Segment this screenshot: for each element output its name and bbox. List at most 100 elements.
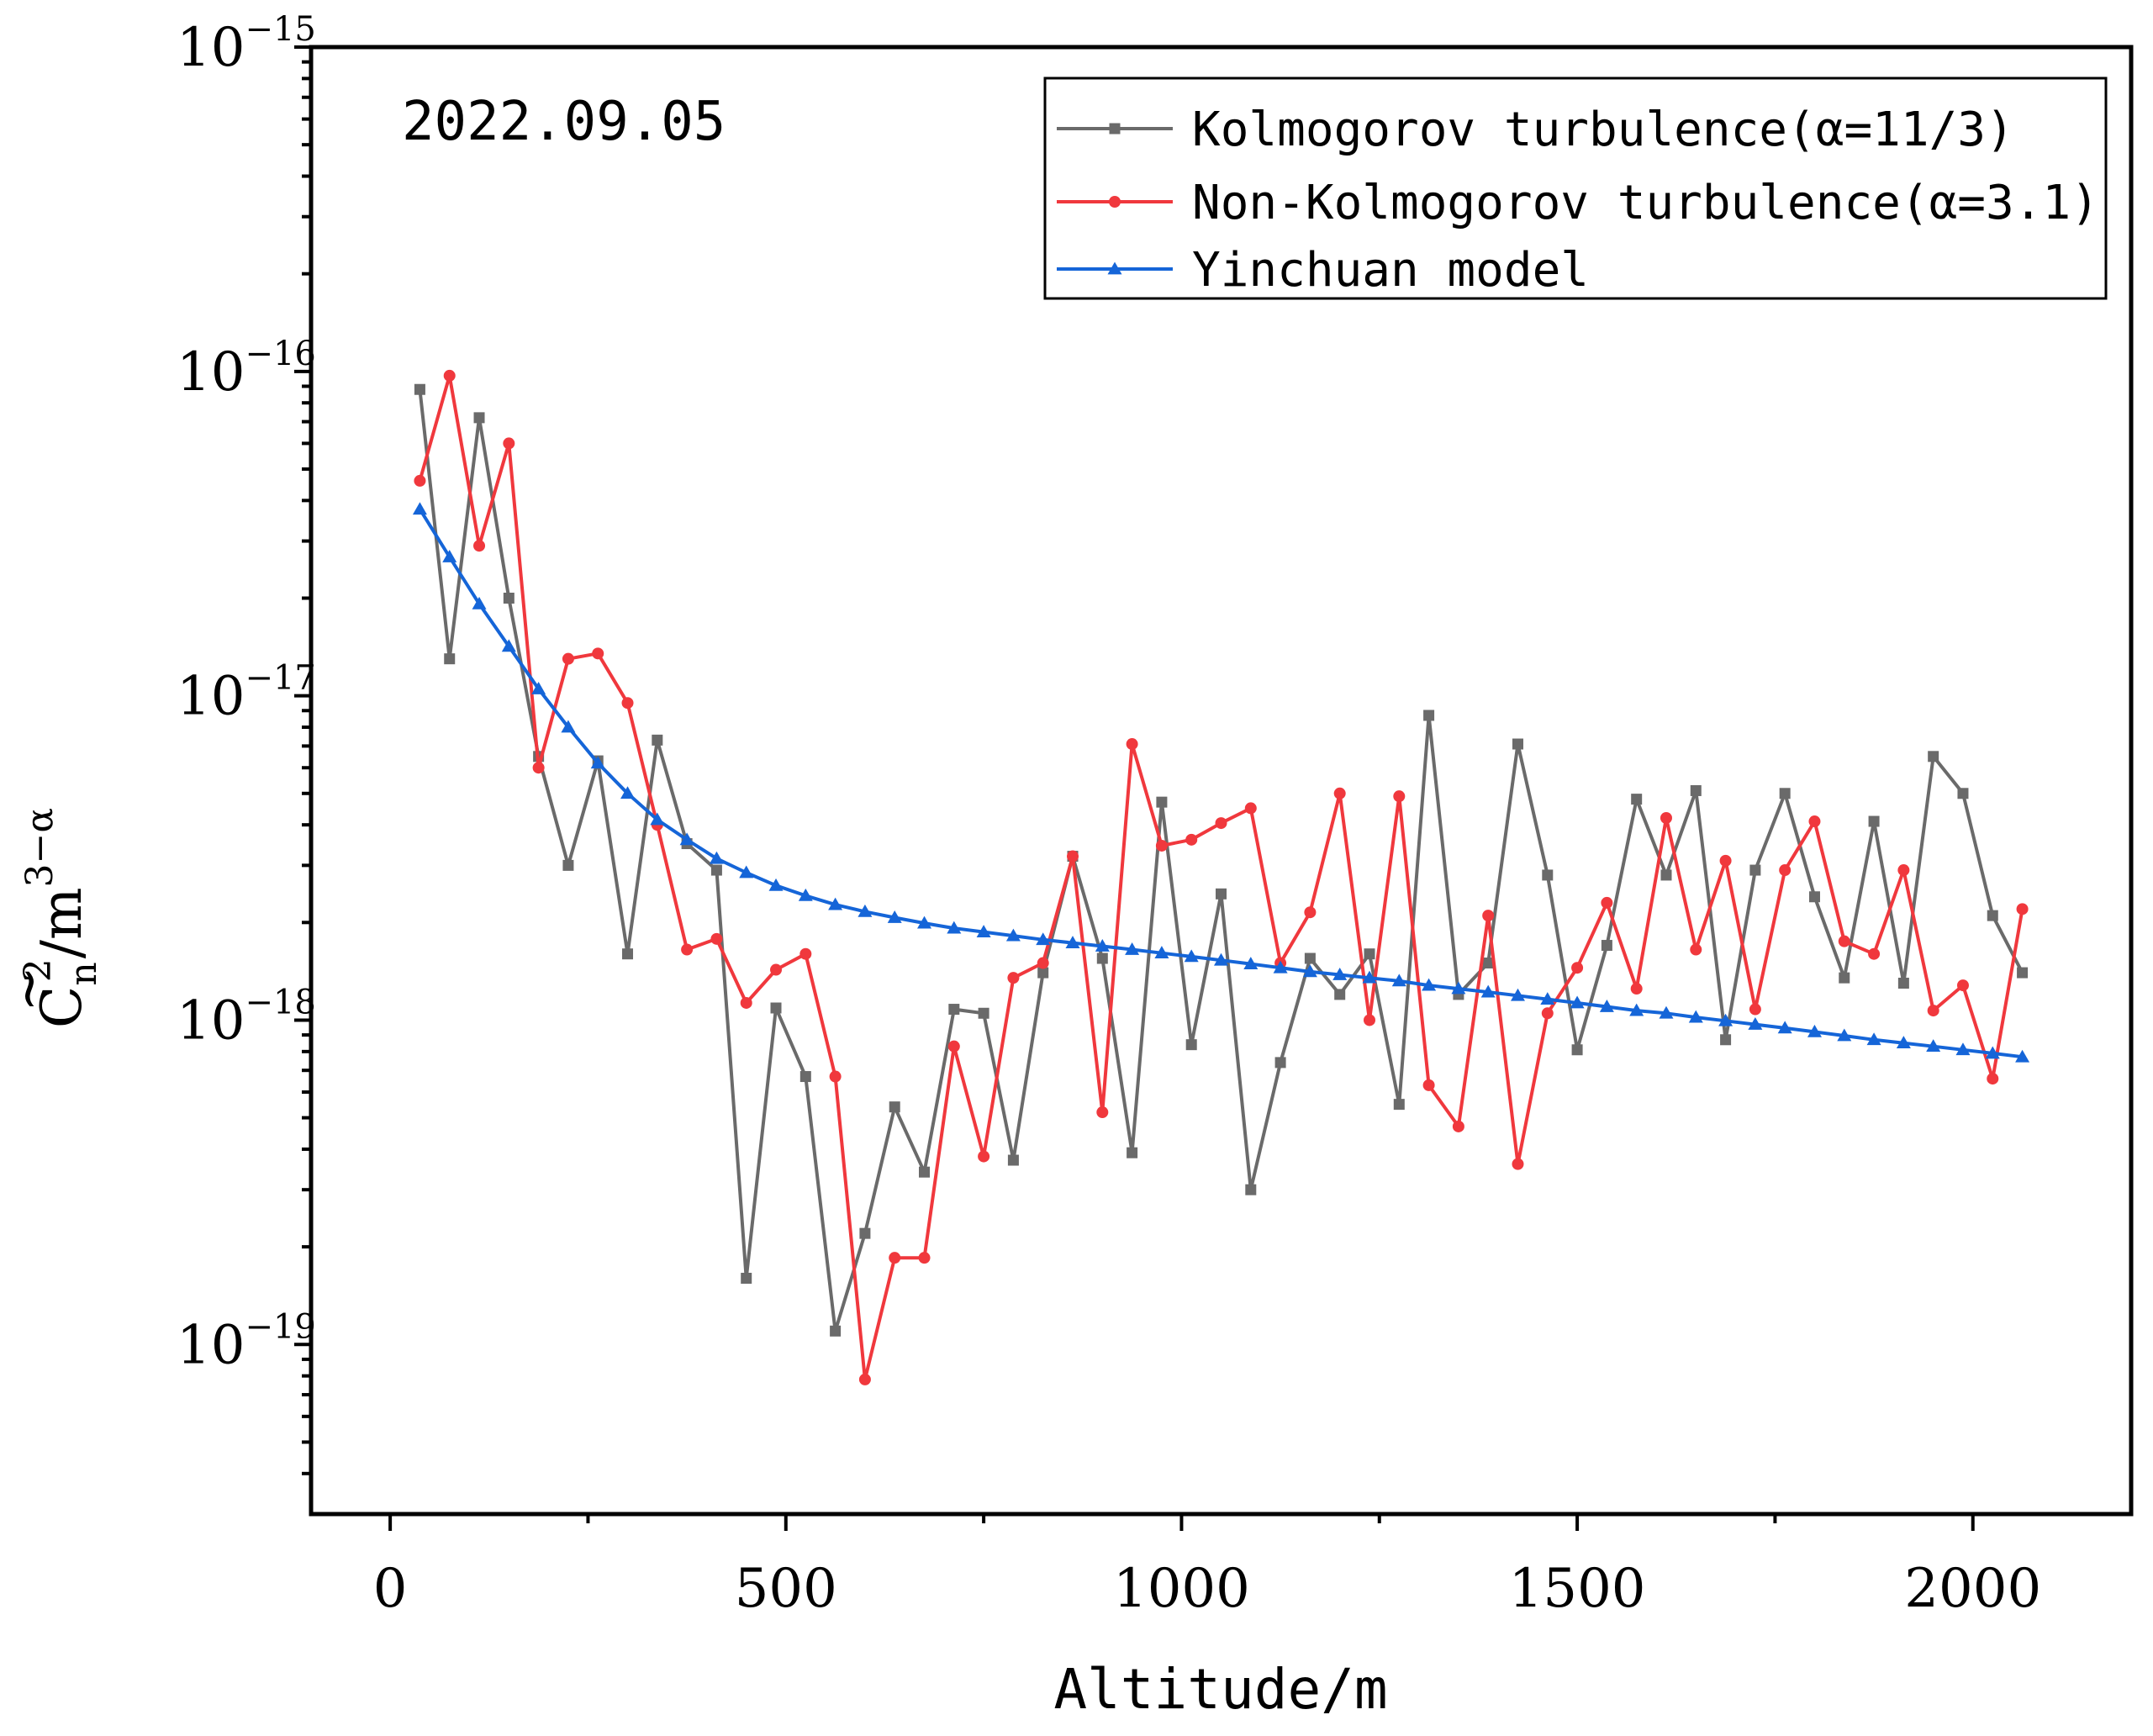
data-point [1185,1039,1197,1051]
data-point [768,878,784,891]
y-tick-label: 10−18 [177,983,316,1052]
legend-label: Yinchuan model [1192,243,1589,298]
x-tick-label: 500 [735,1558,837,1620]
data-point [1897,977,1909,989]
data-point [503,437,515,450]
data-point [1037,967,1049,979]
data-point [710,864,722,876]
data-point [1542,869,1554,881]
data-point [798,888,813,901]
data-point [887,910,902,923]
data-point [918,1252,931,1264]
legend-label: Non-Kolmogorov turbulence(α=3.1) [1192,176,2099,230]
data-point [947,1040,960,1053]
data-point [681,943,694,956]
data-point [1629,1003,1644,1016]
y-axis-title-sub: n [62,962,105,985]
data-point [740,996,752,1009]
data-point [710,932,723,945]
data-point [1720,1034,1732,1046]
data-point [1571,1044,1583,1056]
data-point [1839,972,1850,984]
data-point [799,947,812,960]
data-point [948,1004,960,1016]
data-point [1630,983,1643,995]
data-point [1156,796,1168,808]
data-point [1660,811,1672,824]
data-point [620,786,636,799]
data-point [1185,833,1198,846]
data-point [414,474,426,487]
data-point [1512,1158,1524,1170]
data-point [1896,1036,1911,1049]
data-point [770,963,783,976]
data-point [1364,948,1375,960]
data-point [473,412,485,424]
series-2 [414,369,2029,1385]
data-point [1690,943,1702,956]
data-point [1155,839,1168,852]
data-point [1184,949,1199,963]
data-point [650,812,665,826]
plot-border [309,45,2134,1517]
data-point [1007,1154,1019,1166]
data-point [1214,952,1228,966]
data-point [1304,952,1316,964]
data-point [1007,972,1020,984]
data-point [917,915,932,929]
data-point [829,1070,842,1083]
data-point [1482,910,1495,922]
legend-swatch-marker [1109,196,1121,208]
data-point [1274,1057,1286,1069]
date-annotation: 2022.09.05 [402,91,726,153]
data-point [2016,903,2029,915]
data-point [1154,946,1169,959]
data-point [1985,1046,2000,1059]
data-point [1363,1014,1375,1026]
data-point [1927,1005,1939,1017]
legend-swatch-marker [1107,261,1122,275]
data-point [1512,738,1523,750]
data-point [443,369,456,382]
data-point [1422,978,1437,991]
legend-item-3: Yinchuan model [1057,243,1589,298]
svg-text:Cn2/m3−α: Cn2/m3−α [17,808,105,1028]
series-1 [414,383,2029,1337]
data-point [1897,864,1910,877]
data-point [1571,962,1584,974]
data-point [1423,710,1435,721]
x-tick-label: 1000 [1113,1558,1250,1620]
data-point [1245,1184,1257,1195]
legend-items: Kolmogorov turbulence(α=11/3) Non-Kolmogo… [1057,103,2099,298]
series-line [418,388,2024,1333]
data-point [503,592,515,604]
data-point [444,653,456,665]
data-point [1837,1028,1852,1042]
data-point [2015,1049,2030,1063]
data-point [739,865,754,879]
data-point [1688,1010,1703,1023]
data-point [1243,957,1259,970]
data-point [830,1325,842,1337]
data-point [412,502,427,515]
data-point [1391,974,1406,987]
data-point [1065,936,1080,948]
data-point [622,948,634,960]
data-point [919,1166,931,1178]
y-tick-label: 10−19 [177,1307,316,1376]
data-point [562,652,574,665]
data-point [442,549,457,562]
plot-frame [309,45,2134,1517]
data-point [1866,1032,1881,1046]
data-point [1482,958,1494,969]
data-point [1868,815,1880,827]
data-point [1125,942,1140,955]
data-point [1631,794,1643,805]
data-point [1422,1079,1435,1091]
data-point [652,734,663,746]
data-point [1570,995,1585,1009]
data-point [2017,967,2029,979]
data-point [1037,957,1049,969]
data-point [1096,952,1108,964]
data-point [1749,864,1761,876]
